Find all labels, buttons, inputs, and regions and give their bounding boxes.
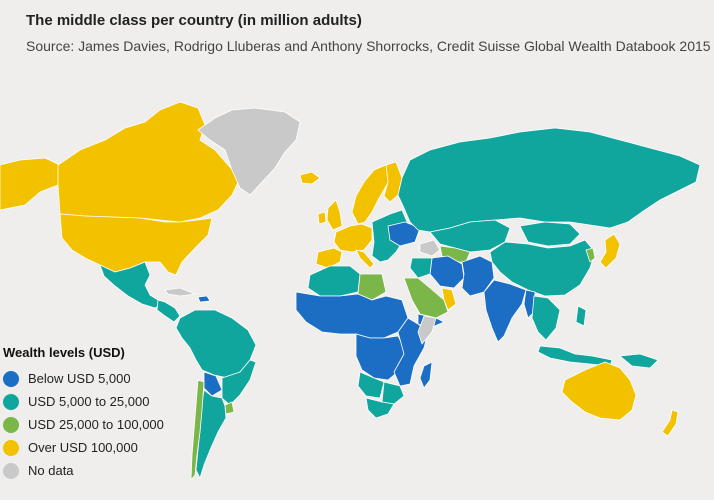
legend-swatch [3, 416, 19, 433]
legend-swatch [3, 462, 19, 479]
legend-label: No data [28, 463, 74, 478]
legend: Wealth levels (USD) Below USD 5,000 USD … [3, 345, 164, 482]
region-cuba [164, 287, 196, 297]
region-uk [326, 199, 343, 231]
legend-item-25000-100000: USD 25,000 to 100,000 [3, 413, 164, 436]
region-greenland [197, 107, 301, 196]
region-italy [355, 249, 375, 269]
region-korea [585, 247, 596, 263]
map-subtitle: Source: James Davies, Rodrigo Lluberas a… [26, 38, 711, 54]
legend-swatch [3, 393, 19, 410]
region-ireland [317, 211, 327, 225]
region-caucasus [419, 239, 441, 257]
region-india [483, 279, 527, 343]
legend-label: Over USD 100,000 [28, 440, 138, 455]
region-papua [619, 353, 659, 369]
region-central-america [156, 299, 181, 323]
region-gulf-states [441, 287, 457, 311]
region-iberia [315, 247, 343, 269]
legend-item-over-100000: Over USD 100,000 [3, 436, 164, 459]
region-japan [599, 233, 621, 269]
region-uruguay [224, 401, 235, 415]
region-ukraine [387, 221, 421, 247]
legend-label: Below USD 5,000 [28, 371, 131, 386]
region-finland [383, 161, 403, 203]
region-iraq [409, 257, 433, 279]
region-russia [397, 127, 701, 233]
region-indonesia [537, 345, 613, 367]
region-usa [59, 213, 213, 276]
region-mongolia [519, 221, 581, 247]
region-philippines [575, 305, 587, 327]
region-iran [429, 255, 465, 289]
region-china [489, 239, 596, 297]
legend-label: USD 5,000 to 25,000 [28, 394, 150, 409]
region-iceland [299, 171, 321, 185]
region-north-africa [307, 265, 361, 297]
region-new-zealand [661, 409, 679, 437]
legend-item-5000-25000: USD 5,000 to 25,000 [3, 390, 164, 413]
legend-title: Wealth levels (USD) [3, 345, 125, 360]
region-south-africa [365, 397, 395, 419]
legend-item-below-5000: Below USD 5,000 [3, 367, 164, 390]
region-chile [190, 379, 205, 481]
legend-swatch [3, 439, 19, 456]
region-southern-africa [381, 381, 405, 405]
legend-label: USD 25,000 to 100,000 [28, 417, 164, 432]
region-madagascar [419, 361, 433, 389]
region-angola [357, 371, 385, 399]
region-southern-brazil [221, 359, 257, 406]
region-australia [561, 361, 637, 421]
region-alaska [0, 157, 61, 211]
legend-swatch [3, 370, 19, 387]
region-west-africa [295, 291, 409, 339]
region-southeast-asia [531, 295, 561, 341]
region-libya [357, 273, 387, 301]
region-western-europe [333, 223, 373, 253]
map-title: The middle class per country (in million… [26, 12, 362, 29]
region-arabia [403, 277, 449, 319]
legend-item-no-data: No data [3, 459, 164, 482]
region-somalia [417, 315, 437, 345]
region-haiti [197, 295, 211, 303]
